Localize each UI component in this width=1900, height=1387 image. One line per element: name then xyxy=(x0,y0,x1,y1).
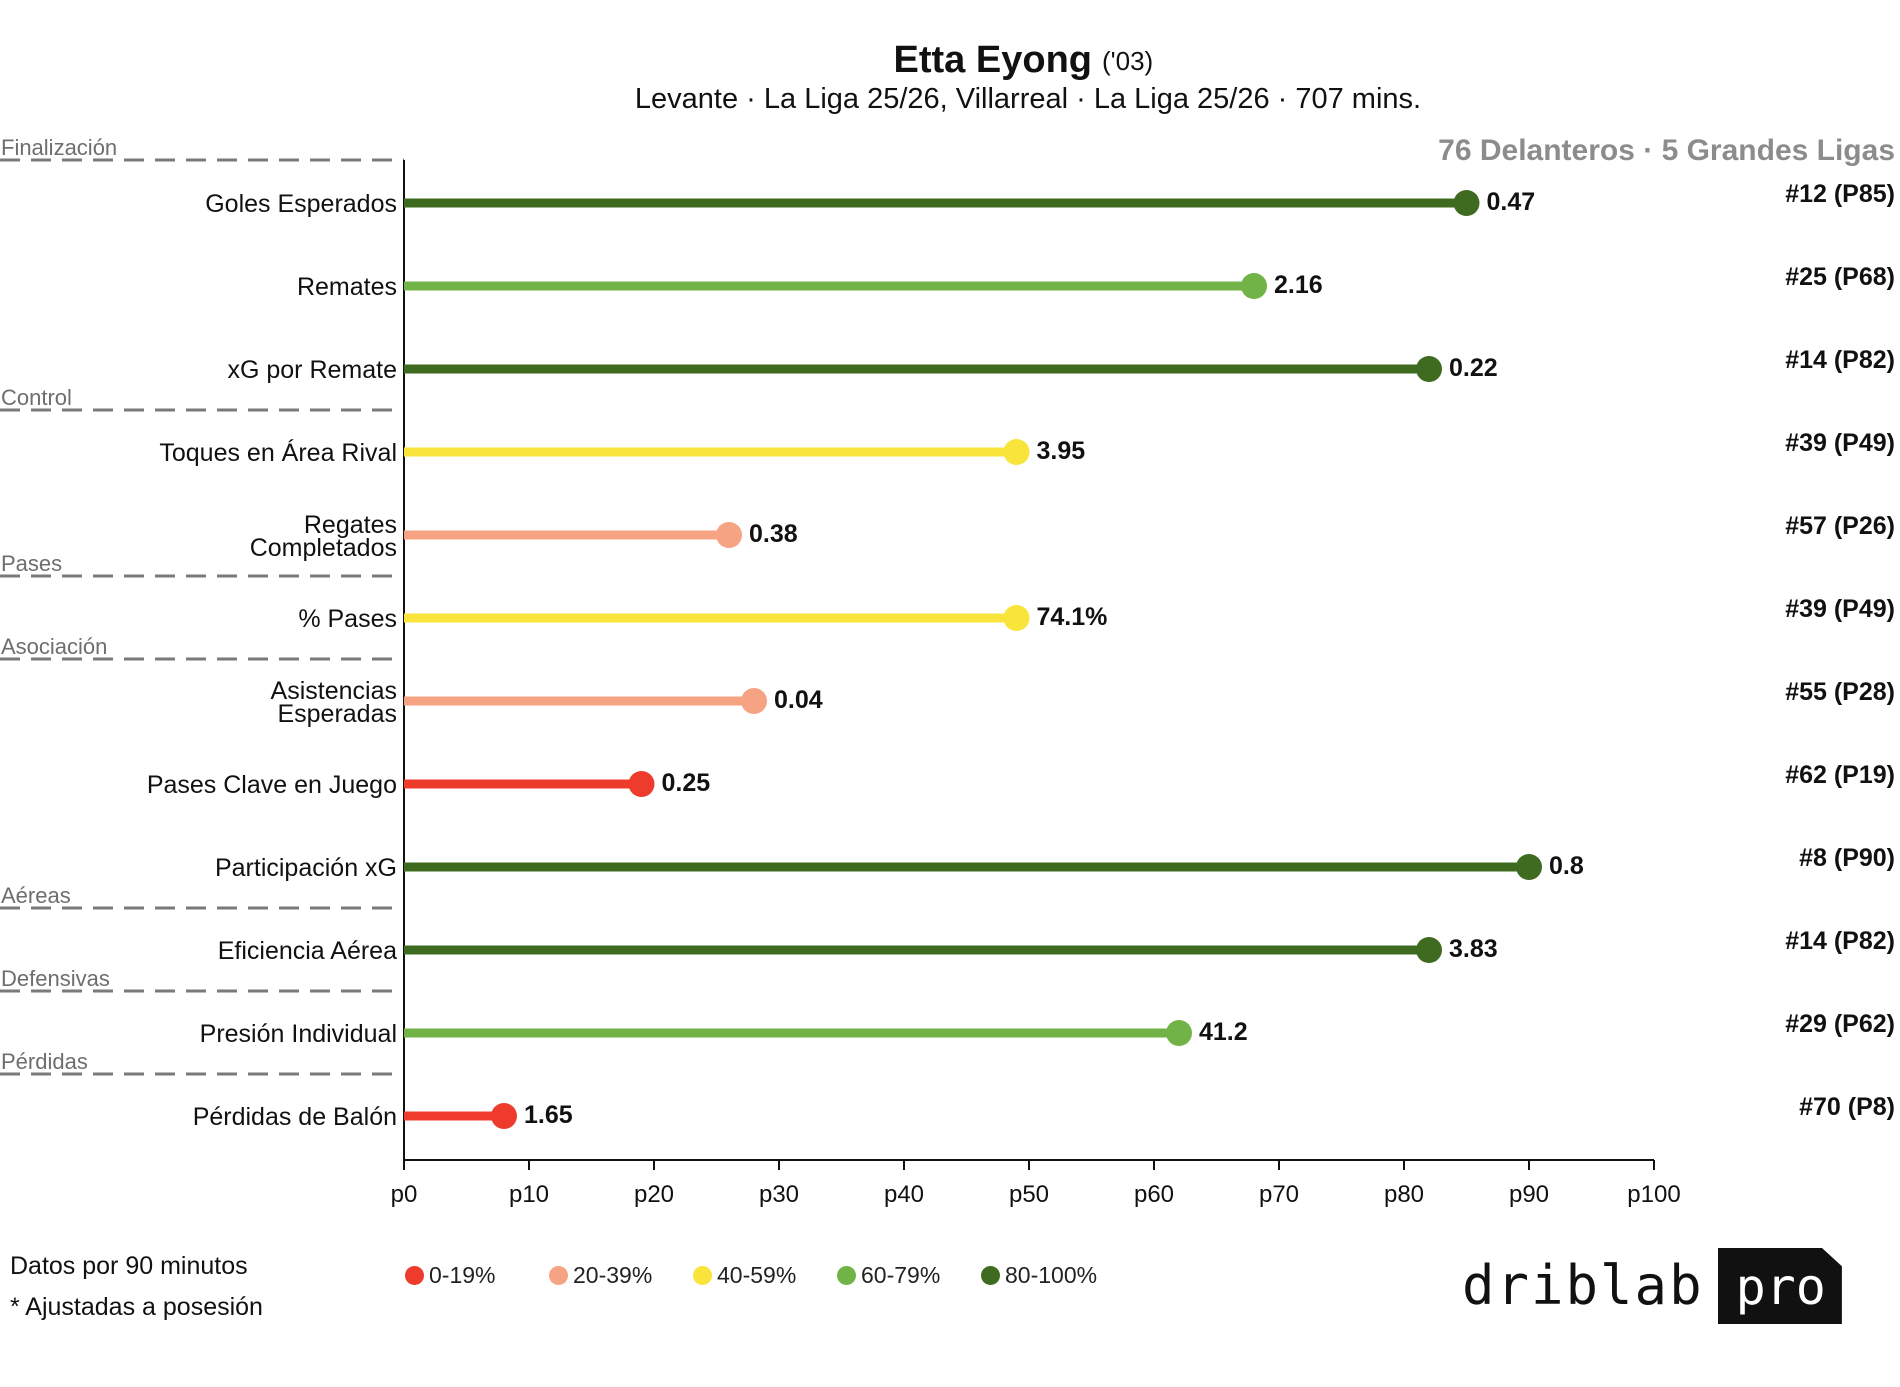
metric-label: Participación xG xyxy=(215,854,397,882)
section-label: Defensivas xyxy=(1,966,110,991)
section-label: Asociación xyxy=(1,634,107,659)
metric-label: Esperadas xyxy=(277,700,397,728)
player-name: Etta Eyong xyxy=(894,39,1092,81)
metric-rank: #8 (P90) xyxy=(1799,844,1895,872)
metric-label: Regates xyxy=(304,511,397,539)
metric-label: % Pases xyxy=(298,605,397,633)
legend-label: 40-59% xyxy=(717,1262,797,1288)
metric-dot xyxy=(628,771,655,797)
x-tick-label: p20 xyxy=(634,1181,674,1208)
metric-rank: #25 (P68) xyxy=(1785,263,1895,291)
metric-label: Asistencias xyxy=(271,677,397,705)
logo-brand: driblab xyxy=(1462,1254,1704,1317)
comparison-group: 76 Delanteros · 5 Grandes Ligas xyxy=(1438,134,1895,167)
legend-item: 40-59% xyxy=(693,1262,796,1289)
legend-label: 20-39% xyxy=(573,1262,653,1288)
metric-dot xyxy=(1241,273,1267,299)
legend-label: 80-100% xyxy=(1005,1262,1098,1288)
metric-rank: #57 (P26) xyxy=(1785,512,1895,540)
metric-dot xyxy=(716,522,742,548)
x-tick-label: p90 xyxy=(1509,1181,1549,1208)
metric-dot xyxy=(1003,439,1030,465)
driblab-pro-logo: driblab pro xyxy=(1462,1248,1842,1324)
legend-swatch xyxy=(837,1266,856,1285)
x-tick-label: p60 xyxy=(1134,1181,1174,1208)
metric-dot xyxy=(491,1103,517,1129)
legend-item: 0-19% xyxy=(405,1262,495,1289)
metric-rank: #12 (P85) xyxy=(1785,180,1895,208)
metric-label: Pases Clave en Juego xyxy=(147,771,397,799)
chart-subtitle: Levante · La Liga 25/26, Villarreal · La… xyxy=(635,83,1421,115)
metric-value: 0.47 xyxy=(1487,188,1536,216)
legend-label: 0-19% xyxy=(429,1262,496,1288)
metric-value: 0.38 xyxy=(749,520,798,548)
metric-dot xyxy=(1453,190,1480,216)
metric-value: 0.04 xyxy=(774,686,823,714)
x-axis: p0 p10 p20 p30 p40 p50 p60 p70 p80 p90 p100 xyxy=(391,160,1681,1208)
section-label: Finalización xyxy=(1,135,117,160)
metric-value: 2.16 xyxy=(1274,271,1323,299)
player-birth-year: ('03) xyxy=(1102,46,1153,76)
metric-label: xG por Remate xyxy=(227,356,397,384)
footnote-possession: * Ajustadas a posesión xyxy=(10,1293,263,1321)
metric-label: Remates xyxy=(297,273,397,301)
metric-dot xyxy=(1416,937,1442,963)
x-tick-label: p70 xyxy=(1259,1181,1299,1208)
section-label: Control xyxy=(1,385,72,410)
logo-badge: pro xyxy=(1717,1248,1842,1324)
metric-value: 74.1% xyxy=(1037,603,1108,631)
metric-value: 3.83 xyxy=(1449,935,1498,963)
metric-label: Goles Esperados xyxy=(205,190,397,218)
metric-value: 0.22 xyxy=(1449,354,1498,382)
legend-item: 20-39% xyxy=(549,1262,652,1289)
x-tick-label: p10 xyxy=(509,1181,549,1208)
metric-dot xyxy=(741,688,767,714)
metric-value: 3.95 xyxy=(1037,437,1086,465)
metric-rank: #55 (P28) xyxy=(1785,678,1895,706)
legend-item: 80-100% xyxy=(981,1262,1097,1289)
metric-rank: #14 (P82) xyxy=(1785,927,1895,955)
metric-dot xyxy=(1516,854,1542,880)
metric-rank: #14 (P82) xyxy=(1785,346,1895,374)
metric-label: Completados xyxy=(250,534,397,562)
metric-value: 0.25 xyxy=(662,769,711,797)
footnote-per90: Datos por 90 minutos xyxy=(10,1252,248,1280)
metric-value: 41.2 xyxy=(1199,1018,1248,1046)
x-tick-label: p30 xyxy=(759,1181,799,1208)
metric-rank: #62 (P19) xyxy=(1785,761,1895,789)
metric-rank: #70 (P8) xyxy=(1799,1093,1895,1121)
x-tick-label: p100 xyxy=(1627,1181,1680,1208)
metric-label: Eficiencia Aérea xyxy=(218,937,397,965)
legend-swatch xyxy=(981,1266,1000,1285)
metric-rank: #39 (P49) xyxy=(1785,595,1895,623)
section-label: Aéreas xyxy=(1,883,71,908)
x-tick-label: p40 xyxy=(884,1181,924,1208)
metric-rank: #29 (P62) xyxy=(1785,1010,1895,1038)
legend-item: 60-79% xyxy=(837,1262,940,1289)
x-tick-label: p80 xyxy=(1384,1181,1424,1208)
legend-label: 60-79% xyxy=(861,1262,941,1288)
metric-dot xyxy=(1166,1020,1192,1046)
section-dividers: Finalización Control Pases Asociación Aéreas… xyxy=(0,135,404,1076)
metric-label: Pérdidas de Balón xyxy=(193,1103,397,1131)
lollipop-series: Goles Esperados 0.47 #12 (P85) Remates 2.16 #… xyxy=(147,180,1895,1131)
metric-value: 0.8 xyxy=(1549,852,1584,880)
legend-swatch xyxy=(693,1266,712,1285)
legend-swatch xyxy=(549,1266,568,1285)
x-tick-label: p50 xyxy=(1009,1181,1049,1208)
metric-value: 1.65 xyxy=(524,1101,573,1129)
metric-dot xyxy=(1416,356,1442,382)
x-tick-label: p0 xyxy=(391,1181,418,1208)
metric-dot xyxy=(1003,605,1030,631)
metric-label: Presión Individual xyxy=(200,1020,397,1048)
legend-swatch xyxy=(405,1266,424,1285)
metric-rank: #39 (P49) xyxy=(1785,429,1895,457)
section-label: Pérdidas xyxy=(1,1049,88,1074)
metric-label: Toques en Área Rival xyxy=(159,438,397,467)
section-label: Pases xyxy=(1,551,62,576)
